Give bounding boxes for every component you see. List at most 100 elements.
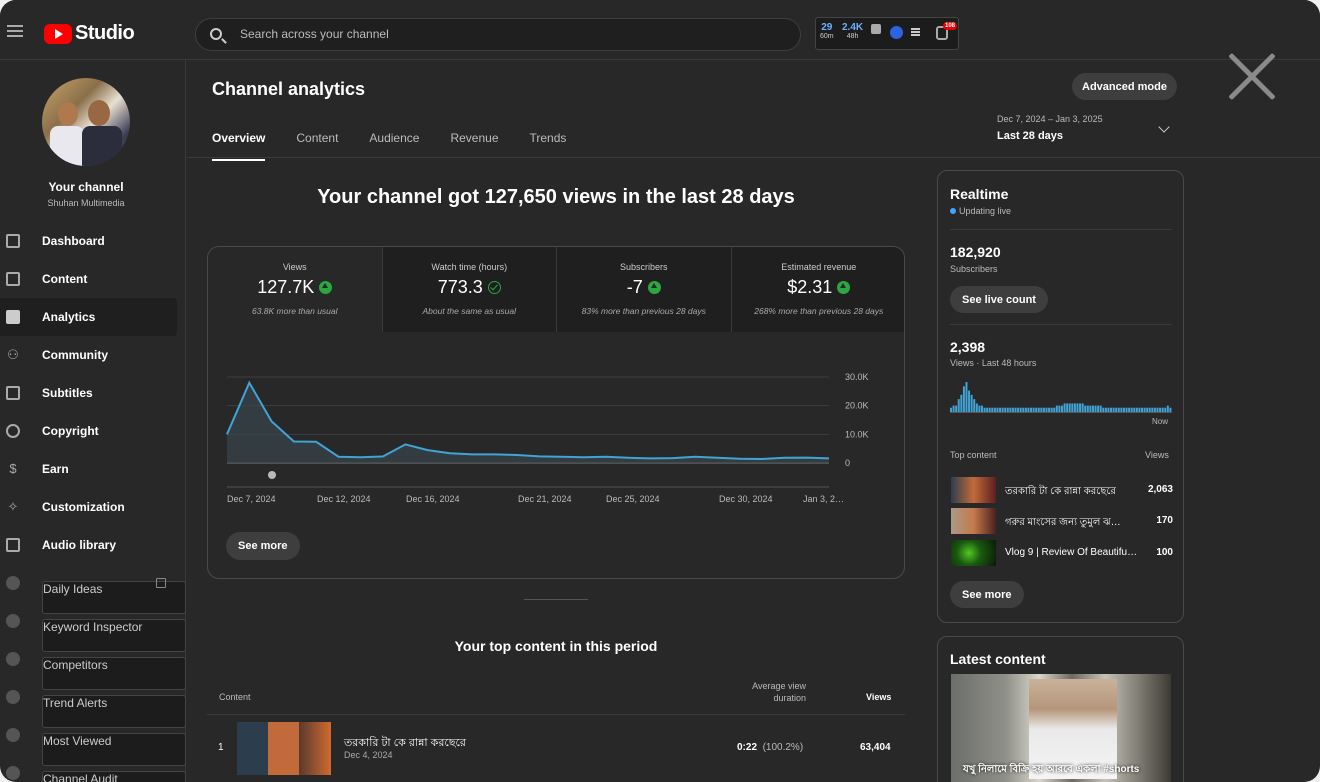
bar-chart-icon[interactable] [871,24,881,34]
chart-see-more-button[interactable]: See more [226,532,300,560]
date-range[interactable]: Dec 7, 2024 – Jan 3, 2025 [997,114,1103,124]
realtime-bar-chart[interactable] [950,376,1172,414]
section-divider [524,599,588,600]
chevron-down-icon[interactable] [1158,121,1170,133]
tab-audience[interactable]: Audience [369,131,420,145]
ext-stat-60m[interactable]: 29 60m [820,22,834,40]
sidebar-item-community[interactable]: ⚇ Community [0,336,186,374]
video-thumbnail[interactable] [951,477,996,503]
metric-value: -7 [626,277,643,297]
metric-watch-time[interactable]: Watch time (hours) 773.3 About the same … [382,247,557,332]
dollar-icon: $ [9,461,17,476]
date-period[interactable]: Last 28 days [997,130,1064,142]
realtime-views: 2,398 [950,339,986,355]
sidebar-item-copyright[interactable]: Copyright [0,412,186,450]
realtime-bar [1068,403,1071,412]
metric-subscribers[interactable]: Subscribers -7 83% more than previous 28… [557,247,732,332]
sidebar-item-keyword-inspector[interactable]: Keyword Inspector [0,602,186,652]
realtime-see-more-button[interactable]: See more [950,581,1024,608]
realtime-bar [1045,407,1048,412]
video-thumbnail[interactable] [951,540,996,566]
studio-logo[interactable]: Studio [44,22,135,45]
metric-views[interactable]: Views 127.7K 63.8K more than usual [208,247,383,332]
logo-text: Studio [75,22,135,44]
sidebar-item-content[interactable]: Content [0,260,186,298]
notification-icon[interactable] [936,26,948,40]
realtime-card: Realtime Updating live 182,920 Subscribe… [937,170,1184,623]
sidebar-item-analytics[interactable]: Analytics [0,298,177,336]
see-live-count-button[interactable]: See live count [950,286,1048,313]
sidebar-item-competitors[interactable]: Competitors [0,640,186,690]
sidebar-item-trend-alerts[interactable]: Trend Alerts [0,678,186,728]
video-thumbnail[interactable] [951,508,996,534]
realtime-bar [1058,405,1061,412]
video-thumbnail[interactable] [237,722,331,775]
live-dot-icon [950,208,956,214]
list-item[interactable]: তরকারি টা কে রান্না করছেরে 2,063 [951,477,1173,503]
tab-content[interactable]: Content [296,131,339,145]
sidebar-item-subtitles[interactable]: Subtitles [0,374,186,412]
realtime-bar [1022,407,1025,412]
views-line-chart[interactable]: 30.0K 20.0K 10.0K 0 Dec 7, 2024 Dec 12, 2024 D… [208,347,905,517]
latest-video-thumbnail[interactable]: যখু নিলামে বিক্রি হয় আরবে একলা #shorts [951,674,1171,782]
realtime-bar [986,407,989,412]
realtime-bar [1014,407,1017,412]
sidebar-item-channel-audit[interactable]: Channel Audit [0,754,186,782]
advanced-mode-button[interactable]: Advanced mode [1072,73,1177,100]
realtime-bar [1089,405,1092,412]
tab-revenue[interactable]: Revenue [450,131,499,145]
column-views[interactable]: Views [866,692,892,702]
channel-avatar[interactable] [42,78,130,166]
column-avd[interactable]: Average view duration [752,681,806,703]
tab-trends[interactable]: Trends [529,131,567,145]
realtime-bar [970,394,973,412]
search-bar[interactable] [195,18,801,51]
list-item[interactable]: Vlog 9 | Review Of Beautifu… 100 [951,540,1173,566]
realtime-bar [950,407,952,412]
video-title[interactable]: গরুর মাংসের জন্য তুমুল ঝ… [1005,517,1121,528]
video-title[interactable]: Vlog 9 | Review Of Beautifu… [1005,547,1138,558]
hamburger-menu-icon[interactable] [7,25,23,37]
realtime-bar [1115,407,1118,412]
sidebar-item-customization[interactable]: ✧ Customization [0,488,186,526]
video-title[interactable]: তরকারি টা কে রান্না করছেরে [344,737,466,749]
x-tick-label: Dec 12, 2024 [317,494,371,504]
ext-stat-value: 2.4K [842,22,864,33]
metric-revenue[interactable]: Estimated revenue $2.31 268% more than p… [731,247,904,332]
list-icon[interactable] [911,28,920,36]
realtime-bar [1073,403,1076,412]
x-tick-label: Dec 7, 2024 [227,494,276,504]
realtime-bar [1019,407,1022,412]
sidebar-item-label: Keyword Inspector [42,619,186,652]
sidebar-item-daily-ideas[interactable]: Daily Ideas [0,564,186,614]
realtime-views-label: Views · Last 48 hours [950,358,1037,368]
sidebar-item-label: Trend Alerts [42,695,186,728]
realtime-now-label: Now [1152,417,1169,426]
realtime-bar [1107,407,1110,412]
realtime-bar [962,386,965,412]
arrow-up-icon [647,281,661,294]
realtime-bar [1104,407,1107,412]
list-item[interactable]: গরুর মাংসের জন্য তুমুল ঝ… 170 [951,508,1173,534]
sidebar-item-earn[interactable]: $ Earn [0,450,186,488]
realtime-bar [988,407,991,412]
channel-title[interactable]: Your channel [48,180,124,194]
vidiq-icon[interactable] [890,26,903,39]
realtime-bar [1148,407,1151,412]
metric-label: Views [282,262,307,272]
video-title[interactable]: তরকারি টা কে রান্না করছেরে [1005,486,1116,497]
realtime-bar [975,403,978,412]
sidebar-item-most-viewed[interactable]: Most Viewed [0,716,186,766]
search-input[interactable] [240,27,780,41]
ext-stat-48h[interactable]: 2.4K 48h [842,22,863,40]
sidebar-item-dashboard[interactable]: Dashboard [0,222,186,260]
metric-value: 773.3 [437,277,483,297]
tab-overview[interactable]: Overview [212,131,266,161]
video-date: Dec 4, 2024 [344,750,393,760]
table-header-divider [207,714,905,715]
realtime-bar [1079,403,1082,412]
close-icon[interactable] [1225,50,1277,102]
sidebar-item-audio-library[interactable]: Audio library [0,526,186,564]
sidebar-item-label: Channel Audit [42,771,186,782]
